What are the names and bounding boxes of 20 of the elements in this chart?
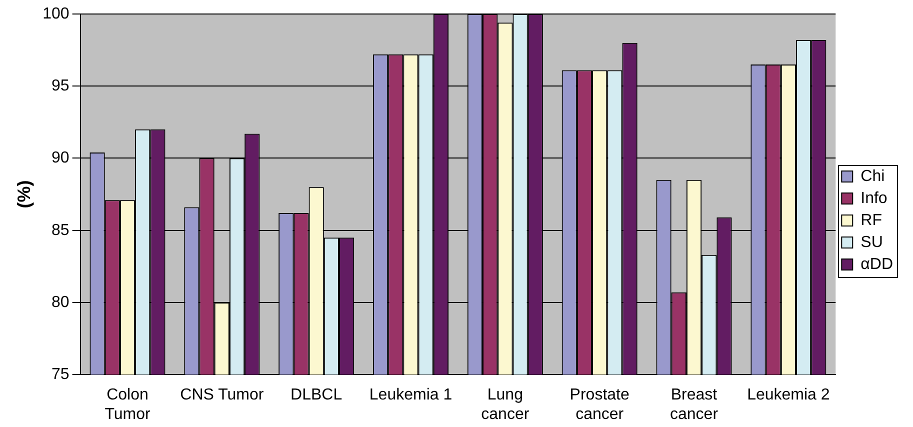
y-tick-label: 95 <box>52 78 70 95</box>
legend-label: Info <box>860 190 888 207</box>
x-tick-label: CNS Tumor <box>180 386 264 404</box>
y-tick-label: 85 <box>52 222 70 239</box>
y-tick-label: 90 <box>52 150 70 167</box>
legend-label: αDD <box>860 256 893 273</box>
y-tick-label: 100 <box>42 5 70 22</box>
legend-label: SU <box>860 234 883 251</box>
y-tick-label: 80 <box>52 294 70 311</box>
x-tick-label: Prostate cancer <box>570 386 630 423</box>
y-tick-label: 75 <box>52 366 70 384</box>
x-tick-label: Leukemia 2 <box>747 386 830 404</box>
legend-label: RF <box>860 212 882 229</box>
y-axis-title: (%) <box>14 180 34 208</box>
x-tick-label: Breast cancer <box>670 386 719 423</box>
x-tick-label: Lung cancer <box>481 386 530 423</box>
x-tick-label: DLBCL <box>290 386 342 404</box>
x-tick-label: Colon Tumor <box>104 386 151 423</box>
legend-label: Chi <box>860 168 885 185</box>
x-tick-label: Leukemia 1 <box>369 386 452 404</box>
